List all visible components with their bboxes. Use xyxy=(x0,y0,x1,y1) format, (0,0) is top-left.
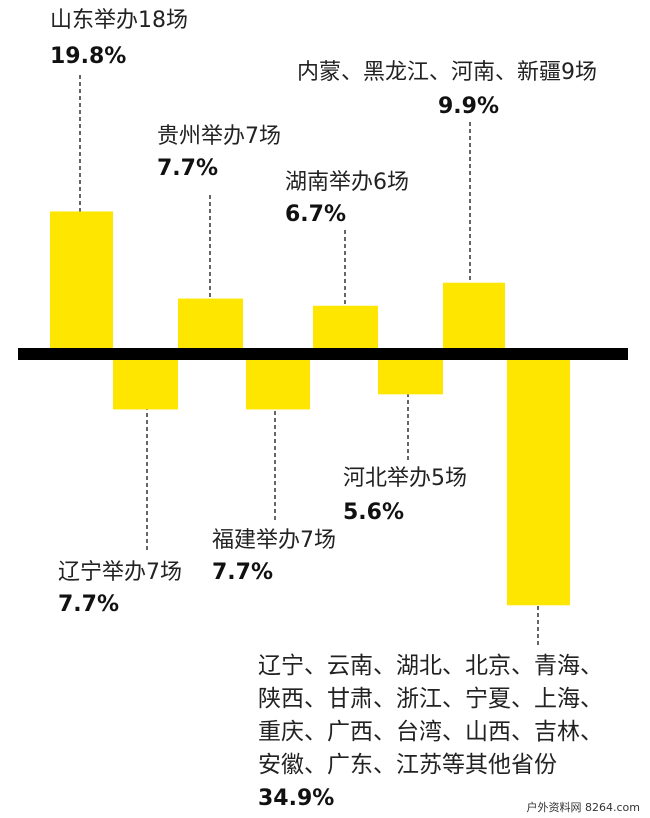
bar xyxy=(378,354,443,395)
category-label: 福建举办7场 xyxy=(212,528,336,553)
bar xyxy=(443,282,505,354)
bar xyxy=(313,305,378,354)
value-label: 6.7% xyxy=(285,202,347,227)
value-label: 5.6% xyxy=(343,500,405,525)
bar xyxy=(178,298,243,354)
value-label: 7.7% xyxy=(58,592,120,617)
value-label: 19.8% xyxy=(50,44,127,69)
value-label: 34.9% xyxy=(258,786,335,811)
category-label: 贵州举办7场 xyxy=(157,124,281,149)
value-label: 9.9% xyxy=(438,94,500,119)
value-label: 7.7% xyxy=(212,560,274,585)
category-label: 辽宁、云南、湖北、北京、青海、陕西、甘肃、浙江、宁夏、上海、重庆、广西、台湾、山… xyxy=(258,653,603,778)
watermark: 户外资料网 8264.com xyxy=(522,798,644,816)
value-label: 7.7% xyxy=(157,156,219,181)
category-label: 河北举办5场 xyxy=(343,466,467,491)
axis-line xyxy=(18,348,628,360)
category-label: 山东举办18场 xyxy=(50,8,188,33)
bar xyxy=(50,211,113,354)
category-label: 辽宁举办7场 xyxy=(58,560,182,585)
category-label: 内蒙、黑龙江、河南、新疆9场 xyxy=(297,60,597,85)
bar xyxy=(113,354,178,410)
bar xyxy=(246,354,310,410)
bar xyxy=(507,354,570,606)
category-label: 湖南举办6场 xyxy=(285,170,409,195)
